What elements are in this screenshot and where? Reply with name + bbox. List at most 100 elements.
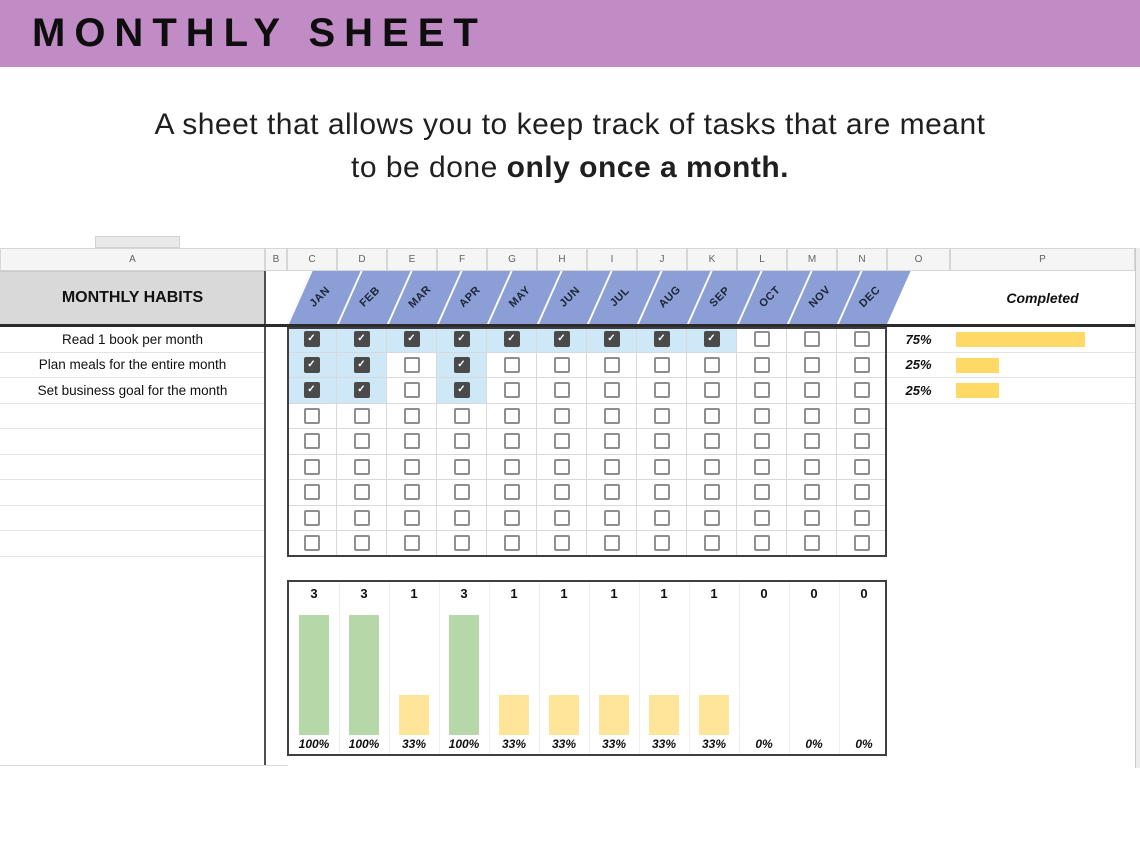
checkbox-aug-row9[interactable]: [653, 535, 670, 552]
checkbox-jan-row1[interactable]: ✓: [303, 331, 320, 348]
checkbox-apr-row8[interactable]: [453, 509, 470, 526]
checkbox-aug-row2[interactable]: [653, 356, 670, 373]
checkbox-aug-row8[interactable]: [653, 509, 670, 526]
checkbox-apr-row3[interactable]: ✓: [453, 382, 470, 399]
checkbox-feb-row2[interactable]: ✓: [353, 356, 370, 373]
checkbox-oct-row3[interactable]: [753, 382, 770, 399]
checkbox-jan-row2[interactable]: ✓: [303, 356, 320, 373]
checkbox-jan-row4[interactable]: [303, 407, 320, 424]
checkbox-jul-row5[interactable]: [603, 433, 620, 450]
checkbox-mar-row1[interactable]: ✓: [403, 331, 420, 348]
checkbox-sep-row2[interactable]: [703, 356, 720, 373]
checkbox-jan-row7[interactable]: [303, 484, 320, 501]
checkbox-nov-row3[interactable]: [803, 382, 820, 399]
checkbox-jun-row8[interactable]: [553, 509, 570, 526]
checkbox-may-row3[interactable]: [503, 382, 520, 399]
checkbox-dec-row1[interactable]: [853, 331, 870, 348]
checkbox-may-row8[interactable]: [503, 509, 520, 526]
checkbox-dec-row9[interactable]: [853, 535, 870, 552]
checkbox-feb-row8[interactable]: [353, 509, 370, 526]
checkbox-jan-row3[interactable]: ✓: [303, 382, 320, 399]
checkbox-dec-row2[interactable]: [853, 356, 870, 373]
checkbox-jan-row5[interactable]: [303, 433, 320, 450]
checkbox-feb-row9[interactable]: [353, 535, 370, 552]
column-header-L[interactable]: L: [737, 248, 787, 271]
column-header-G[interactable]: G: [487, 248, 537, 271]
checkbox-jul-row4[interactable]: [603, 407, 620, 424]
column-header-B[interactable]: B: [265, 248, 287, 271]
checkbox-nov-row1[interactable]: [803, 331, 820, 348]
column-header-A[interactable]: A: [0, 248, 265, 271]
checkbox-jun-row2[interactable]: [553, 356, 570, 373]
checkbox-feb-row1[interactable]: ✓: [353, 331, 370, 348]
checkbox-feb-row5[interactable]: [353, 433, 370, 450]
checkbox-may-row4[interactable]: [503, 407, 520, 424]
checkbox-feb-row6[interactable]: [353, 458, 370, 475]
checkbox-jul-row6[interactable]: [603, 458, 620, 475]
checkbox-dec-row6[interactable]: [853, 458, 870, 475]
checkbox-apr-row4[interactable]: [453, 407, 470, 424]
checkbox-sep-row6[interactable]: [703, 458, 720, 475]
checkbox-jun-row4[interactable]: [553, 407, 570, 424]
checkbox-nov-row9[interactable]: [803, 535, 820, 552]
habit-label-cell[interactable]: Plan meals for the entire month: [0, 352, 265, 378]
checkbox-may-row7[interactable]: [503, 484, 520, 501]
column-header-F[interactable]: F: [437, 248, 487, 271]
checkbox-nov-row4[interactable]: [803, 407, 820, 424]
checkbox-nov-row2[interactable]: [803, 356, 820, 373]
checkbox-dec-row4[interactable]: [853, 407, 870, 424]
checkbox-mar-row9[interactable]: [403, 535, 420, 552]
checkbox-oct-row1[interactable]: [753, 331, 770, 348]
checkbox-aug-row5[interactable]: [653, 433, 670, 450]
checkbox-mar-row7[interactable]: [403, 484, 420, 501]
checkbox-feb-row7[interactable]: [353, 484, 370, 501]
column-header-H[interactable]: H: [537, 248, 587, 271]
checkbox-apr-row5[interactable]: [453, 433, 470, 450]
checkbox-jun-row1[interactable]: ✓: [553, 331, 570, 348]
checkbox-aug-row7[interactable]: [653, 484, 670, 501]
checkbox-jun-row3[interactable]: [553, 382, 570, 399]
checkbox-apr-row1[interactable]: ✓: [453, 331, 470, 348]
checkbox-sep-row4[interactable]: [703, 407, 720, 424]
checkbox-nov-row6[interactable]: [803, 458, 820, 475]
column-header-I[interactable]: I: [587, 248, 637, 271]
checkbox-jul-row1[interactable]: ✓: [603, 331, 620, 348]
checkbox-may-row6[interactable]: [503, 458, 520, 475]
checkbox-apr-row6[interactable]: [453, 458, 470, 475]
checkbox-apr-row7[interactable]: [453, 484, 470, 501]
checkbox-jan-row8[interactable]: [303, 509, 320, 526]
checkbox-jun-row5[interactable]: [553, 433, 570, 450]
scrollbar[interactable]: [1135, 248, 1140, 768]
checkbox-jul-row3[interactable]: [603, 382, 620, 399]
checkbox-jul-row7[interactable]: [603, 484, 620, 501]
checkbox-oct-row5[interactable]: [753, 433, 770, 450]
checkbox-may-row2[interactable]: [503, 356, 520, 373]
checkbox-aug-row1[interactable]: ✓: [653, 331, 670, 348]
checkbox-oct-row6[interactable]: [753, 458, 770, 475]
checkbox-aug-row6[interactable]: [653, 458, 670, 475]
column-header-P[interactable]: P: [950, 248, 1135, 271]
column-header-D[interactable]: D: [337, 248, 387, 271]
checkbox-feb-row3[interactable]: ✓: [353, 382, 370, 399]
column-header-K[interactable]: K: [687, 248, 737, 271]
checkbox-jun-row9[interactable]: [553, 535, 570, 552]
checkbox-sep-row5[interactable]: [703, 433, 720, 450]
column-header-C[interactable]: C: [287, 248, 337, 271]
checkbox-oct-row9[interactable]: [753, 535, 770, 552]
column-header-J[interactable]: J: [637, 248, 687, 271]
checkbox-aug-row3[interactable]: [653, 382, 670, 399]
column-header-O[interactable]: O: [887, 248, 950, 271]
checkbox-may-row5[interactable]: [503, 433, 520, 450]
checkbox-nov-row7[interactable]: [803, 484, 820, 501]
column-header-M[interactable]: M: [787, 248, 837, 271]
checkbox-apr-row9[interactable]: [453, 535, 470, 552]
habit-label-cell[interactable]: Read 1 book per month: [0, 327, 265, 353]
checkbox-may-row1[interactable]: ✓: [503, 331, 520, 348]
checkbox-sep-row3[interactable]: [703, 382, 720, 399]
checkbox-mar-row3[interactable]: [403, 382, 420, 399]
checkbox-nov-row8[interactable]: [803, 509, 820, 526]
habit-label-cell[interactable]: Set business goal for the month: [0, 378, 265, 404]
checkbox-jun-row6[interactable]: [553, 458, 570, 475]
checkbox-dec-row8[interactable]: [853, 509, 870, 526]
checkbox-jan-row6[interactable]: [303, 458, 320, 475]
